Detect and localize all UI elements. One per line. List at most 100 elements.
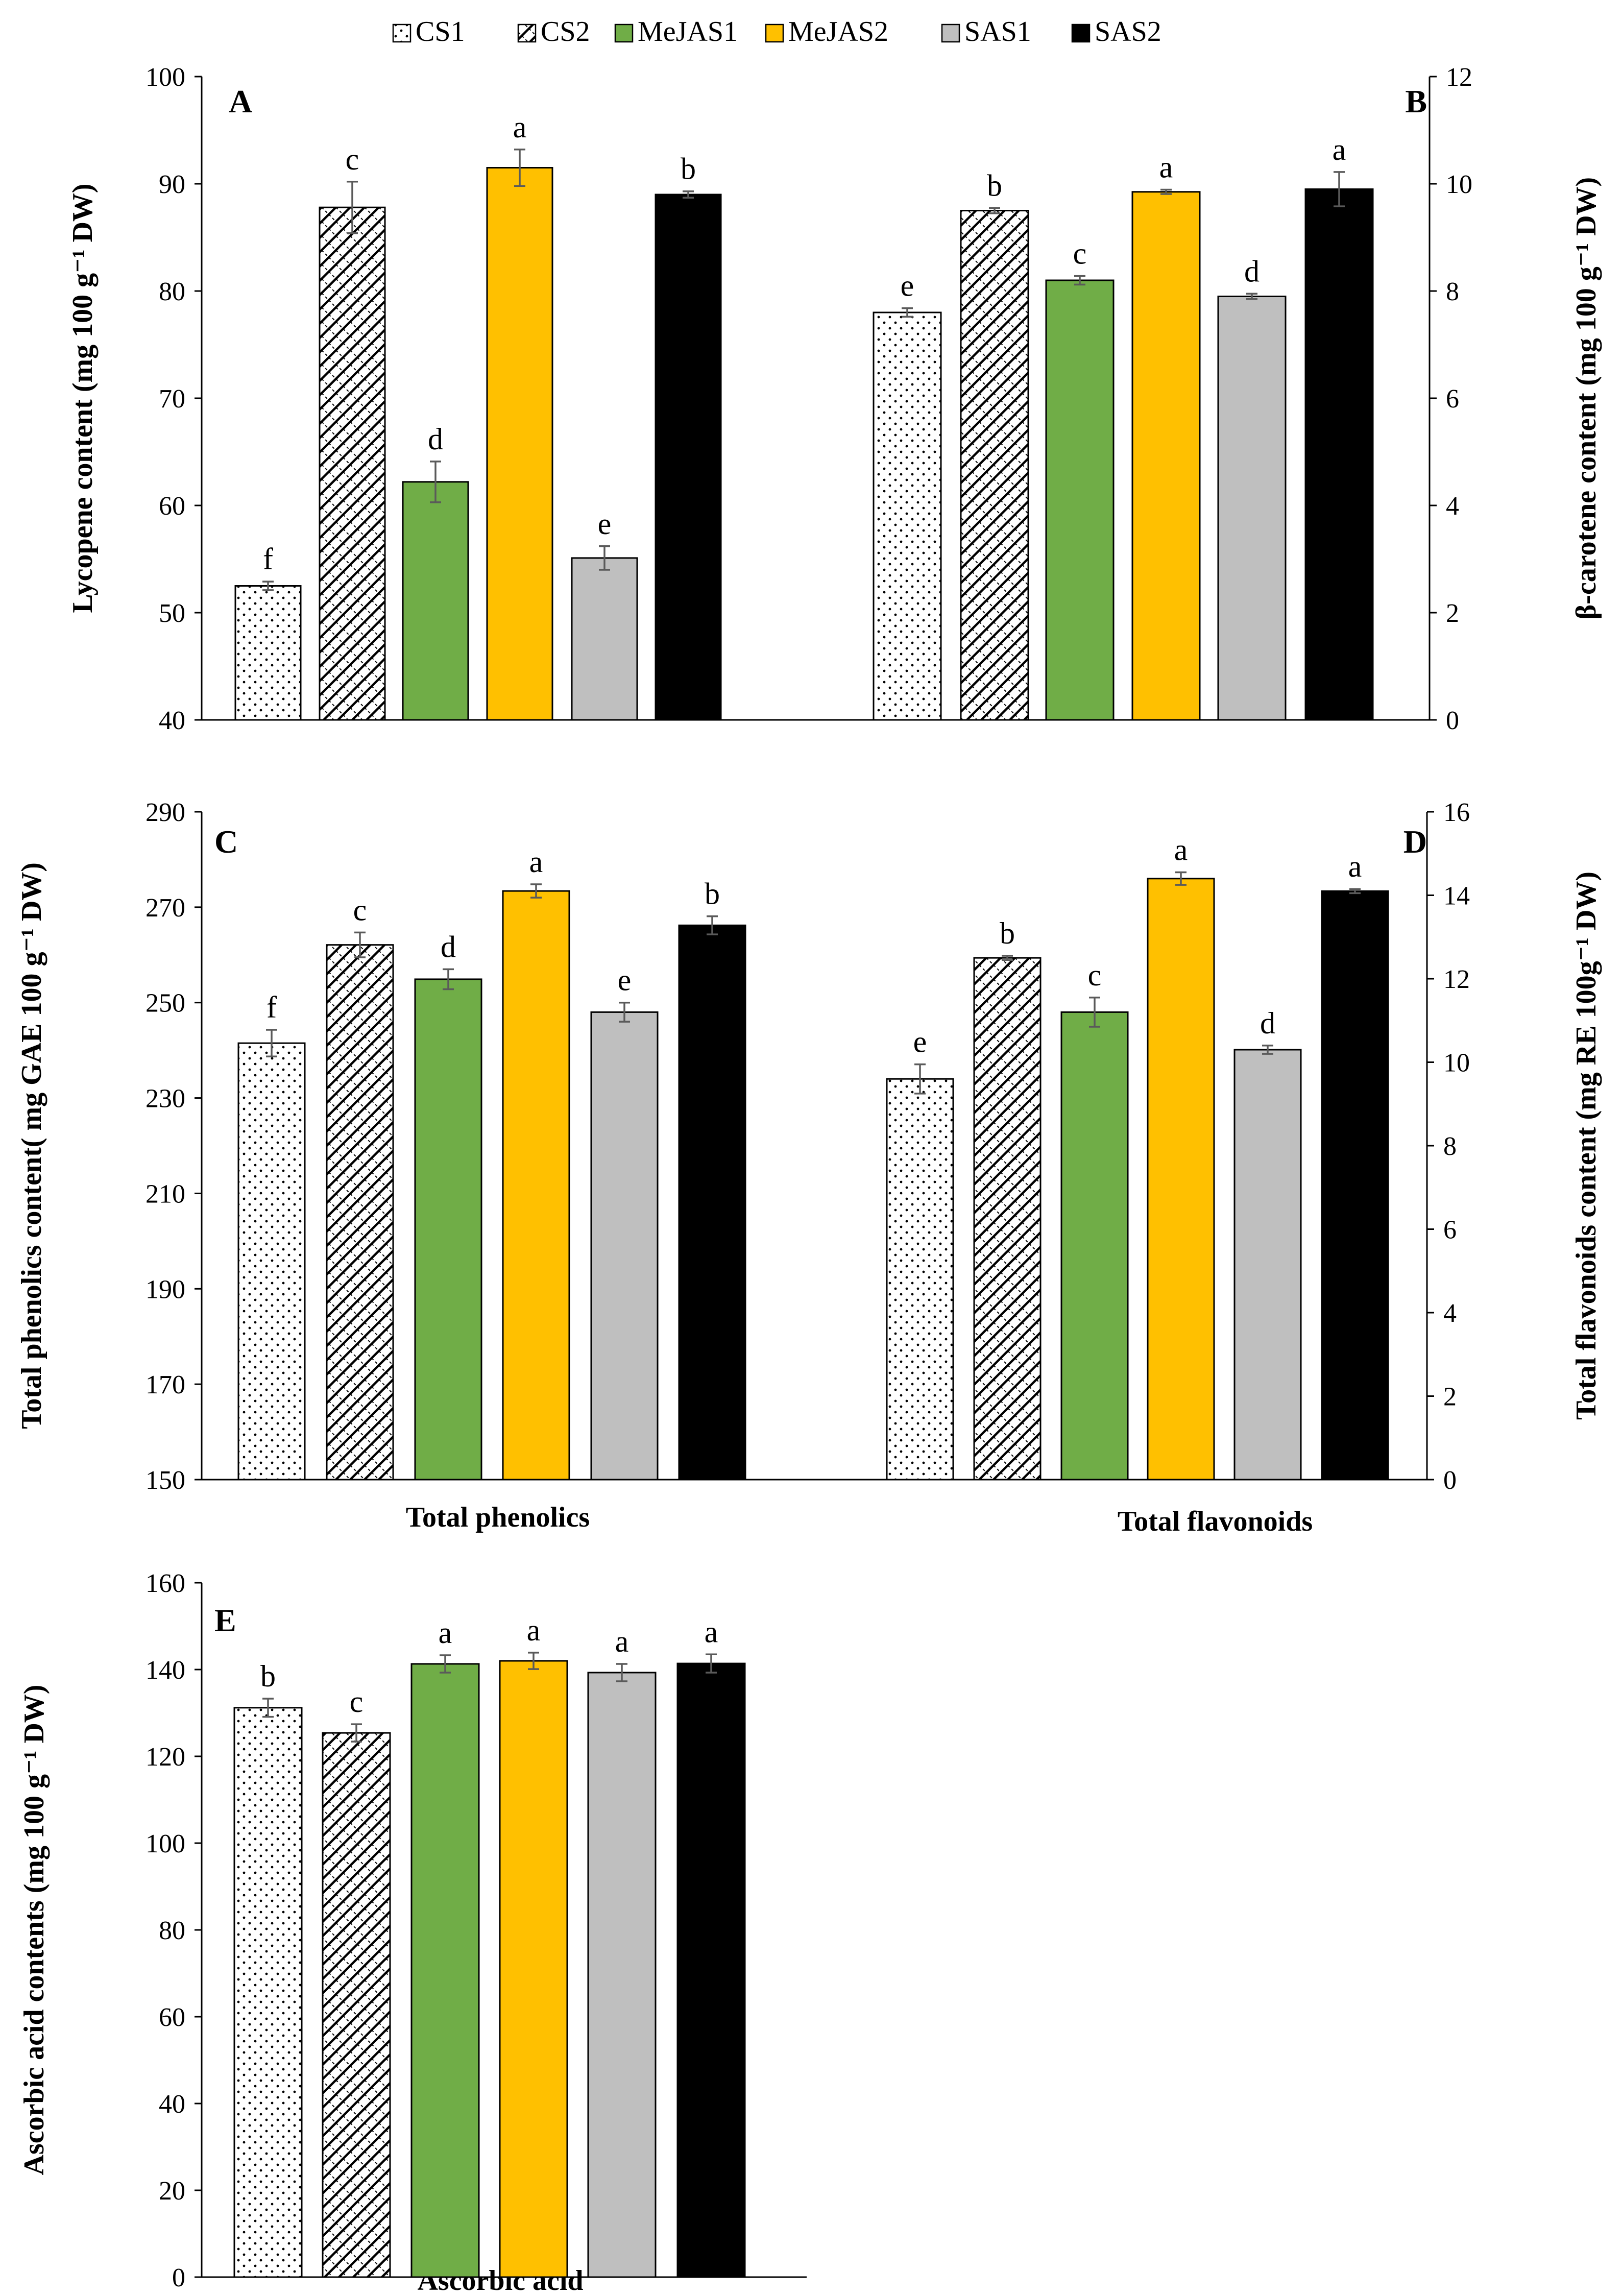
panel-e-tick-label: 20: [159, 2177, 185, 2206]
panel-e-letter: E: [214, 1602, 236, 1638]
panel-a-bar-mejas1: [402, 481, 469, 721]
panel-d-tick-label: 10: [1443, 1049, 1470, 1078]
panel-b-sig-letter-sas1: d: [1244, 254, 1260, 288]
legend-swatch-cs1: [392, 23, 411, 43]
panel-d-tick-label: 0: [1443, 1466, 1457, 1495]
panel-d-bar-cs1: [886, 1078, 954, 1481]
panel-b-tick-label: 6: [1446, 384, 1459, 414]
panel-b-letter: B: [1405, 83, 1427, 119]
panel-e-sig-letter-mejas2: a: [527, 1613, 541, 1647]
panel-a-tick-label: 80: [159, 277, 185, 306]
panel-a-tick-label: 90: [159, 170, 185, 199]
panel-d-sig-letter-sas1: d: [1260, 1006, 1275, 1040]
legend-swatch-mejas1: [614, 23, 634, 43]
panel-b-tick-label: 0: [1446, 706, 1459, 735]
panel-e-bar-sas1: [587, 1672, 657, 2278]
panel-b-sig-letter-mejas2: a: [1159, 151, 1173, 184]
panel-a-tick-label: 50: [159, 599, 185, 628]
panel-c-tick-label: 150: [146, 1466, 185, 1495]
panel-a-tick-label: 40: [159, 706, 185, 735]
panel-d-y-axis-title: Total flavonoids content (mg RE 100g⁻¹ D…: [1570, 872, 1602, 1420]
panel-c-sig-letter-mejas1: d: [441, 930, 456, 963]
panel-c-bar-cs1: [237, 1042, 306, 1481]
panel-e-sig-letter-sas2: a: [705, 1615, 718, 1649]
panel-e-bar-sas2: [676, 1662, 746, 2278]
panel-d-tick-label: 16: [1443, 798, 1470, 827]
panel-d-bar-sas1: [1233, 1049, 1302, 1481]
panel-b-bar-mejas1: [1045, 279, 1115, 721]
panel-a: 40 50 60 70 80 90 100 Lycopene content (mg 100 …: [67, 63, 1430, 735]
panel-a-bar-cs1: [234, 585, 302, 721]
panel-e: 0 20 40 60 80 100 120 140 160 Ascorbic acid conte…: [18, 1569, 807, 2296]
panel-b: 0 2 4 6 8 10 12 β-carotene content (mg 100 g⁻¹ …: [873, 63, 1602, 735]
panel-b-tick-label: 10: [1446, 170, 1472, 199]
panel-d-sig-letter-sas2: a: [1348, 850, 1362, 883]
panel-d-category-label: Total flavonoids: [1118, 1506, 1313, 1537]
panel-d-bar-cs2: [973, 957, 1042, 1481]
panel-a-y-axis-title: Lycopene content (mg 100 g⁻¹ DW): [67, 183, 99, 613]
panel-b-bar-sas1: [1217, 296, 1287, 721]
panel-c-tick-label: 250: [146, 989, 185, 1018]
panel-d-tick-label: 8: [1443, 1132, 1457, 1161]
panel-e-tick-label: 160: [146, 1569, 185, 1598]
panel-d-bar-mejas1: [1060, 1011, 1129, 1481]
panel-d-tick-label: 2: [1443, 1383, 1457, 1412]
legend-swatch-sas1: [941, 23, 960, 43]
panel-a-sig-letter-cs1: f: [263, 542, 273, 576]
panel-c-y-axis-title: Total phenolics content( mg GAE 100 g⁻¹ …: [16, 862, 47, 1429]
panel-c-tick-label: 270: [146, 893, 185, 923]
panel-a-sig-letter-sas2: b: [681, 152, 696, 186]
panel-b-tick-label: 2: [1446, 599, 1459, 628]
panel-b-y-axis-title: β-carotene content (mg 100 g⁻¹ DW): [1570, 177, 1602, 619]
panel-c-tick-label: 210: [146, 1179, 185, 1209]
legend-label-sas2: SAS2: [1095, 16, 1161, 47]
panel-a-sig-letter-cs2: c: [346, 142, 359, 176]
legend-swatch-mejas2: [765, 23, 784, 43]
panel-c-bar-mejas1: [414, 978, 482, 1481]
panel-b-tick-label: 8: [1446, 277, 1459, 306]
panel-e-tick-label: 0: [172, 2263, 185, 2292]
panel-c-bar-mejas2: [502, 890, 570, 1481]
panel-a-bar-mejas2: [486, 167, 553, 721]
panel-e-tick-label: 140: [146, 1656, 185, 1685]
panel-b-bar-cs1: [873, 311, 942, 721]
panel-a-bar-cs2: [319, 206, 386, 721]
panel-c-sig-letter-mejas2: a: [529, 845, 543, 879]
panel-e-y-axis-title: Ascorbic acid contents (mg 100 g⁻¹ DW): [18, 1685, 50, 2176]
panel-e-sig-letter-cs1: b: [260, 1659, 276, 1693]
panel-b-sig-letter-cs1: e: [901, 269, 914, 303]
panel-a-tick-label: 70: [159, 384, 185, 414]
legend-label-cs2: CS2: [541, 16, 590, 47]
panel-a-sig-letter-sas1: e: [598, 507, 612, 541]
panel-d-sig-letter-cs2: b: [1000, 916, 1015, 950]
panel-d: 0 2 4 6 8 10 12 14 16 Total flavonoids content (m…: [886, 798, 1602, 1537]
legend-swatch-sas2: [1071, 23, 1091, 43]
panel-d-sig-letter-mejas2: a: [1174, 833, 1188, 867]
panel-a-letter: A: [229, 83, 252, 119]
panel-b-bar-sas2: [1304, 188, 1374, 721]
panel-e-tick-label: 40: [159, 2090, 185, 2119]
legend: CS1 CS2 MeJAS1 MeJAS2 SAS1 SAS2: [392, 16, 1161, 47]
panel-d-letter: D: [1403, 824, 1427, 860]
panel-c-sig-letter-sas1: e: [618, 963, 632, 997]
panel-e-sig-letter-sas1: a: [615, 1625, 629, 1658]
panel-c-bar-sas1: [590, 1011, 659, 1481]
panel-a-bar-sas2: [655, 194, 722, 721]
panel-a-sig-letter-mejas2: a: [513, 110, 527, 144]
panel-d-sig-letter-mejas1: c: [1088, 958, 1102, 992]
panel-b-tick-label: 4: [1446, 492, 1459, 521]
panel-b-bar-mejas2: [1131, 191, 1201, 721]
panel-d-tick-label: 14: [1443, 882, 1470, 911]
panel-c-tick-label: 170: [146, 1370, 185, 1399]
panel-e-tick-label: 80: [159, 1916, 185, 1945]
panel-a-sig-letter-mejas1: d: [428, 422, 443, 456]
panel-b-sig-letter-sas2: a: [1333, 133, 1346, 166]
panel-e-bar-cs1: [233, 1707, 303, 2278]
legend-label-sas1: SAS1: [964, 16, 1031, 47]
panel-a-tick-label: 100: [146, 63, 185, 92]
panel-e-bar-cs2: [322, 1732, 391, 2278]
panel-d-bar-mejas2: [1147, 878, 1215, 1481]
panel-b-sig-letter-mejas1: c: [1073, 237, 1087, 271]
panel-b-sig-letter-cs2: b: [987, 168, 1002, 202]
